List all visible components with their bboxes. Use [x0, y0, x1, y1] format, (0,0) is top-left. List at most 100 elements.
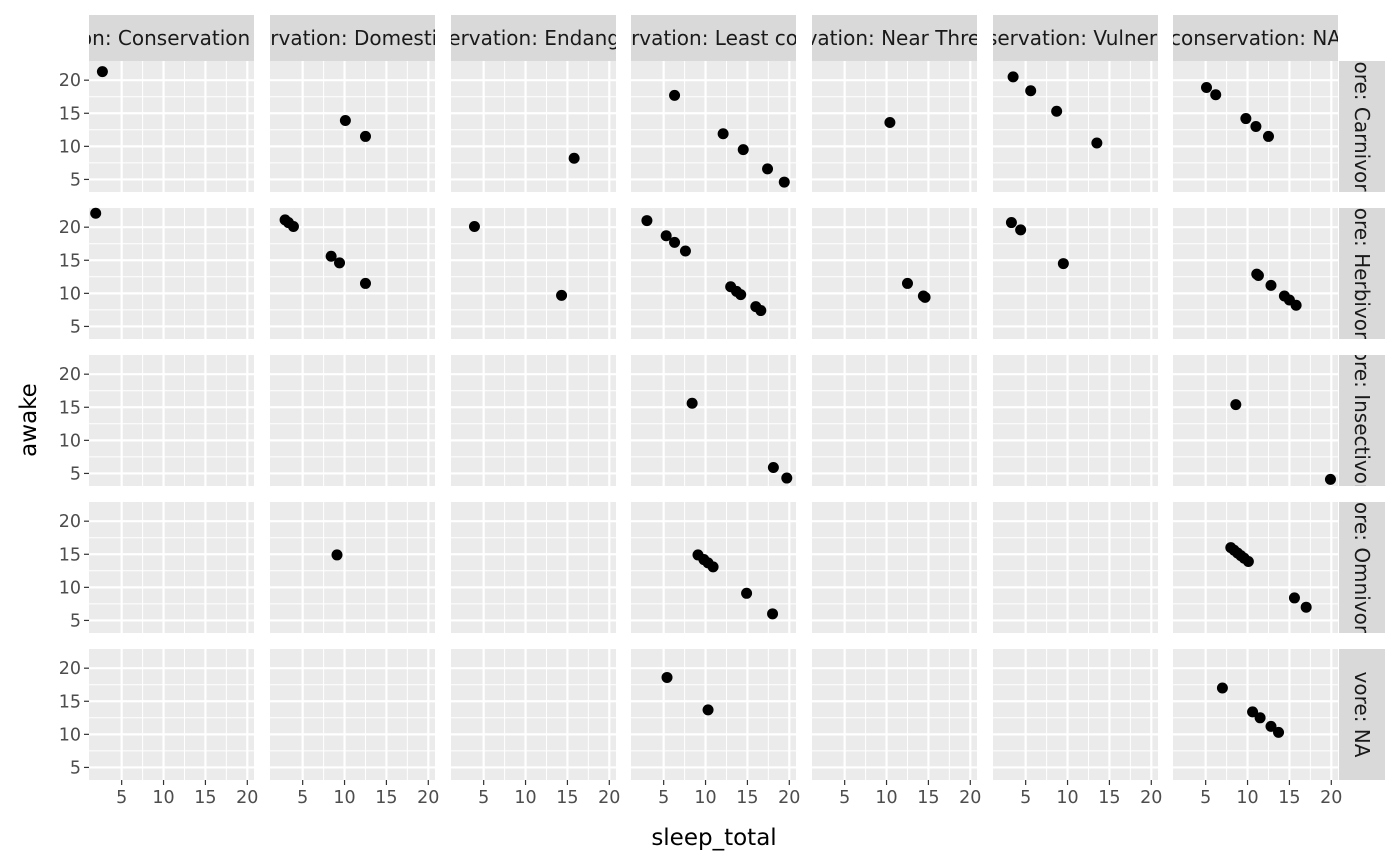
data-point — [1250, 121, 1262, 132]
y-tick-label: 15 — [59, 251, 81, 271]
data-point — [669, 236, 681, 248]
column-strip: conservation: Near Threatened — [812, 15, 977, 61]
data-point — [1201, 81, 1213, 93]
strip-background — [1339, 61, 1385, 192]
facet-panel — [1173, 208, 1338, 339]
strip-background — [631, 15, 796, 61]
data-point — [1300, 601, 1312, 613]
facet-panel — [270, 61, 435, 192]
y-tick-label: 20 — [59, 659, 81, 679]
y-tick-label: 10 — [59, 431, 81, 451]
facet-panel — [812, 61, 977, 192]
data-point — [901, 277, 913, 289]
x-tick-label: 15 — [917, 788, 939, 808]
data-point — [781, 472, 793, 484]
facet-panel — [451, 502, 616, 633]
y-tick-label: 20 — [59, 71, 81, 91]
data-point — [556, 289, 568, 301]
column-strip-label: conservation: Domesticated — [212, 26, 494, 50]
facet-panel — [89, 355, 254, 486]
row-strip: vore: Carnivore — [1339, 61, 1385, 192]
column-strip-label: conservation: Vulnerable — [951, 26, 1200, 50]
row-strip: vore: Herbivore — [1339, 208, 1385, 339]
facet-panel — [993, 61, 1158, 192]
data-point — [1288, 592, 1300, 604]
data-point — [96, 66, 108, 78]
x-tick-label: 10 — [1056, 788, 1078, 808]
column-strip-label: conservation: Endangered — [402, 26, 665, 50]
column-strip: conservation: NA — [1170, 15, 1341, 61]
column-strip: conservation: Least concern — [631, 15, 796, 61]
data-point — [1247, 706, 1259, 718]
strip-background — [993, 15, 1158, 61]
data-point — [331, 549, 343, 561]
x-tick-label: 10 — [152, 788, 174, 808]
data-point — [919, 291, 931, 303]
x-tick-label: 20 — [236, 788, 258, 808]
data-point — [1210, 89, 1222, 101]
x-tick-label: 10 — [694, 788, 716, 808]
data-point — [1025, 85, 1037, 97]
column-strip-label: conservation: NA — [1170, 26, 1341, 50]
data-point — [767, 461, 779, 473]
facet-panel — [89, 61, 254, 192]
x-tick-label: 15 — [194, 788, 216, 808]
facet-panel — [270, 502, 435, 633]
x-tick-label: 20 — [959, 788, 981, 808]
facet-panel — [631, 355, 796, 486]
strip-background — [1339, 208, 1385, 339]
x-tick-label: 10 — [333, 788, 355, 808]
facet-panel — [993, 502, 1158, 633]
y-axis: 5 10 15 20 5 10 15 20 5 10 15 20 5 10 15 20 5 10 15 20 — [59, 71, 89, 778]
data-point — [1265, 279, 1277, 291]
x-tick-label: 10 — [1236, 788, 1258, 808]
y-tick-label: 10 — [59, 725, 81, 745]
x-tick-label: 20 — [598, 788, 620, 808]
strip-background — [89, 15, 254, 61]
data-point — [568, 152, 580, 164]
facet-panel — [89, 208, 254, 339]
y-tick-label: 10 — [59, 578, 81, 598]
x-tick-label: 20 — [778, 788, 800, 808]
data-point — [737, 144, 749, 156]
column-strip: conservation: Domesticated — [212, 15, 494, 61]
x-tick-label: 5 — [1200, 788, 1211, 808]
strip-background — [451, 15, 616, 61]
data-point — [1240, 113, 1252, 125]
x-tick-label: 20 — [417, 788, 439, 808]
facet-panel — [812, 208, 977, 339]
x-axis: 5 10 15 20 5 10 15 20 5 10 15 20 5 10 15 20 5 10 15 20 5 10 15… — [116, 780, 1342, 808]
y-tick-label: 5 — [70, 170, 81, 190]
data-point — [90, 207, 102, 219]
data-point — [1015, 224, 1027, 236]
x-tick-label: 5 — [839, 788, 850, 808]
x-tick-label: 5 — [116, 788, 127, 808]
data-point — [778, 176, 790, 188]
column-facet-strips: conservation: Conservation Dependentcons… — [0, 15, 1341, 61]
data-point — [1216, 682, 1228, 694]
data-point — [1005, 217, 1017, 229]
data-point — [661, 671, 673, 683]
facet-panel — [812, 649, 977, 780]
data-point — [717, 128, 729, 140]
data-point — [1265, 720, 1277, 732]
column-strip-label: conservation: Conservation Dependent — [0, 26, 368, 50]
row-strip-label: vore: Omnivore — [1350, 490, 1374, 645]
facet-panel — [1173, 502, 1338, 633]
facet-panel — [1173, 355, 1338, 486]
facet-panel — [993, 649, 1158, 780]
x-tick-label: 20 — [1140, 788, 1162, 808]
y-axis-title: awake — [16, 383, 42, 457]
x-tick-label: 15 — [1278, 788, 1300, 808]
x-tick-label: 15 — [1098, 788, 1120, 808]
y-tick-label: 5 — [70, 758, 81, 778]
y-tick-label: 15 — [59, 545, 81, 565]
data-point — [1290, 299, 1302, 311]
data-point — [660, 230, 672, 242]
data-point — [287, 221, 299, 233]
y-tick-label: 10 — [59, 284, 81, 304]
data-point — [1273, 726, 1285, 738]
strip-background — [812, 15, 977, 61]
data-point — [767, 608, 779, 620]
data-point — [669, 89, 681, 101]
